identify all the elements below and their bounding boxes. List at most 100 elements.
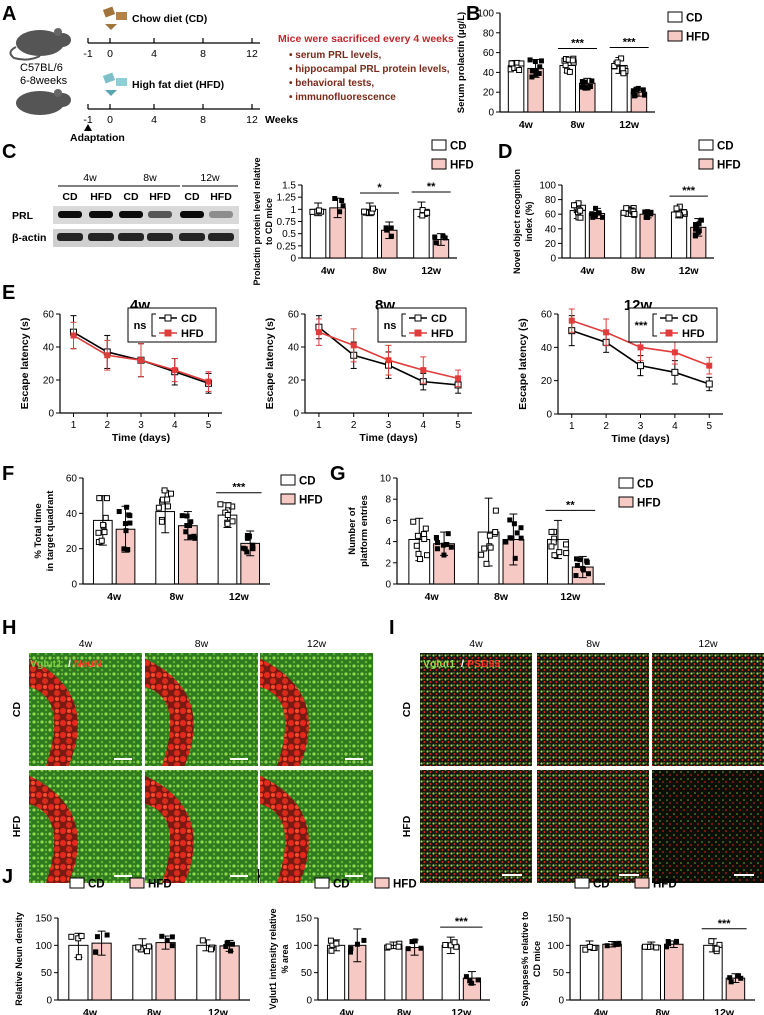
i-col-label: 12w (698, 638, 718, 650)
data-point (155, 504, 162, 511)
data-point (229, 518, 236, 525)
bar-hfd (155, 942, 176, 1001)
scale-bar (230, 875, 248, 877)
h-row-label: HFD (11, 815, 23, 837)
h-label-green: Vglut1 (30, 658, 62, 670)
bar-cd (384, 944, 403, 1001)
data-point (68, 933, 75, 940)
chart-j: 0 50 100 150 Relative Neun density 4w 8w 12w CD H… (14, 877, 250, 1015)
data-point (164, 503, 171, 510)
scale-bar (114, 758, 132, 760)
data-point (455, 375, 462, 382)
legend-swatch-cd (618, 477, 634, 489)
data-point (514, 530, 520, 536)
data-point (435, 540, 441, 546)
data-point (135, 944, 142, 951)
data-point (548, 543, 555, 550)
micrograph-neun (145, 770, 258, 883)
mouse-icon (9, 28, 71, 61)
x-tick-label: 8w (494, 591, 509, 603)
data-point (94, 934, 100, 940)
x-tick-label: 8w (570, 119, 585, 131)
legend-swatch-hfd (698, 158, 714, 170)
data-point (486, 532, 493, 539)
data-point (503, 539, 509, 545)
data-point (566, 68, 573, 75)
data-point (315, 207, 322, 214)
y-tick-label: 0 (306, 996, 312, 1007)
bar-hfd (664, 943, 684, 1001)
y-tick-label: 80 (483, 28, 495, 39)
data-point (121, 546, 127, 552)
data-point (574, 556, 580, 562)
data-point (127, 520, 133, 526)
data-point (179, 513, 185, 519)
blot-band (57, 233, 83, 241)
data-point (388, 233, 394, 239)
y-tick-label: 20 (545, 239, 557, 250)
data-point (75, 954, 82, 961)
scale-bar (345, 758, 363, 760)
y-tick-label: 0.25 (277, 241, 297, 252)
data-point (143, 948, 150, 955)
y-tick-label: 0 (558, 996, 564, 1007)
blot-group-label: 8w (143, 172, 157, 184)
significance-label: *** (682, 185, 696, 197)
y-tick-label: 100 (539, 181, 556, 192)
legend-label-hfd: HFD (181, 328, 204, 340)
timeline-tick-label: -1 (83, 48, 92, 60)
data-point (337, 209, 343, 215)
blot-band (88, 233, 114, 241)
data-point (596, 210, 602, 216)
data-point (623, 205, 630, 212)
timeline-tick-label: 0 (107, 114, 113, 126)
legend-label-cd: CD (682, 313, 698, 325)
data-point (512, 555, 518, 561)
data-point (463, 974, 469, 980)
i-col-label: 8w (586, 638, 600, 650)
stat-label: *** (635, 320, 649, 332)
data-point (441, 552, 447, 558)
x-tick-label: 4 (421, 420, 427, 431)
y-axis-label: Escape latency (s) (264, 318, 276, 410)
x-tick-label: 4w (519, 119, 534, 131)
y-tick-label: 20 (288, 376, 300, 387)
micrograph-neun (29, 653, 142, 766)
micrograph-synapse (420, 770, 532, 883)
y-tick-label: 80 (545, 195, 557, 206)
x-tick-label: 5 (206, 420, 212, 431)
data-point (580, 82, 586, 88)
data-point (385, 943, 392, 950)
legend-label-hfd: HFD (393, 879, 417, 891)
data-point (589, 78, 595, 84)
legend-label-cd: CD (333, 879, 350, 891)
data-point (445, 531, 451, 537)
x-tick-label: 4 (172, 420, 178, 431)
panel-letter-e: E (2, 282, 15, 304)
data-point (418, 945, 424, 951)
h-col-label: 8w (195, 638, 209, 650)
data-point (124, 504, 130, 510)
bar-cd (196, 944, 217, 1001)
chart-d: 0 20 40 60 80 100 Novel object recognition inde… (512, 139, 741, 277)
bar-cd (641, 944, 661, 1001)
y-tick-label: 150 (547, 914, 564, 925)
data-point (217, 501, 224, 508)
legend-box (127, 307, 217, 343)
y-tick-label: 6 (385, 516, 391, 527)
data-point (577, 557, 583, 563)
y-tick-label: 2 (385, 558, 391, 569)
data-point (577, 214, 584, 221)
data-point (630, 88, 636, 94)
data-point (492, 507, 499, 514)
data-point (536, 70, 542, 76)
data-point (395, 943, 402, 950)
data-point (664, 944, 670, 950)
data-point (708, 938, 715, 945)
legend-label-hfd: HFD (299, 495, 323, 507)
data-point (405, 946, 411, 952)
significance-label: *** (718, 918, 732, 930)
i-col-label: 4w (469, 638, 483, 650)
